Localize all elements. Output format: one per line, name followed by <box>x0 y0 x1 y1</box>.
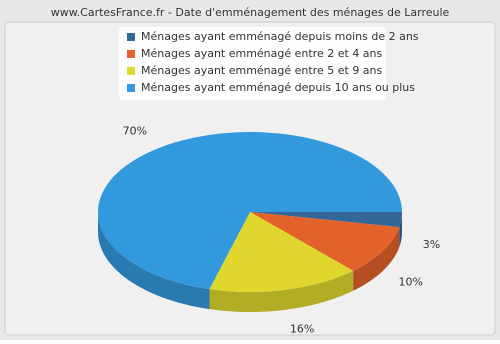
legend-swatch <box>127 50 135 58</box>
slice <box>209 212 354 292</box>
slice <box>250 212 402 228</box>
value-label: 16% <box>290 322 314 335</box>
legend-swatch <box>127 84 135 92</box>
slice <box>250 212 400 271</box>
value-label: 10% <box>399 276 423 289</box>
chart-title: www.CartesFrance.fr - Date d'emménagemen… <box>51 6 450 19</box>
value-label: 3% <box>423 238 440 251</box>
slice-side <box>98 212 210 310</box>
legend-swatch <box>127 67 135 75</box>
slice-side <box>399 212 402 248</box>
legend-label: Ménages ayant emménagé depuis 10 ans ou … <box>141 81 415 94</box>
legend-label: Ménages ayant emménagé entre 2 et 4 ans <box>141 47 383 60</box>
slice <box>97 132 402 290</box>
legend <box>119 27 386 100</box>
legend-label: Ménages ayant emménagé entre 5 et 9 ans <box>141 64 383 77</box>
legend-label: Ménages ayant emménagé depuis moins de 2… <box>141 30 419 43</box>
value-label: 70% <box>123 125 147 138</box>
legend-swatch <box>127 33 135 41</box>
slice-side <box>353 227 400 291</box>
slice-side <box>209 270 354 312</box>
